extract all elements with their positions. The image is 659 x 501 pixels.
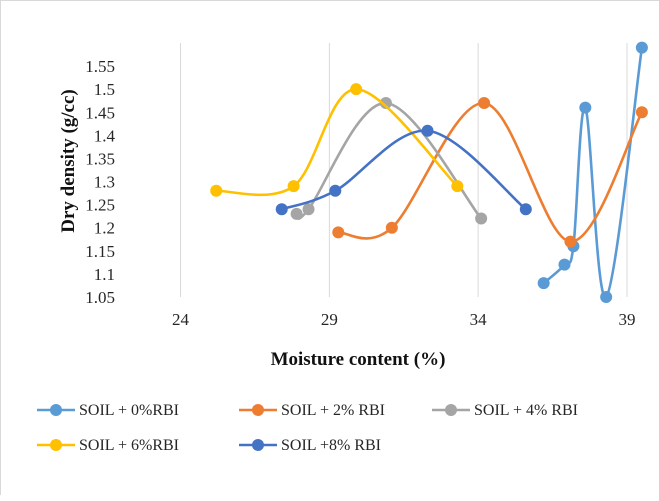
series-2 <box>290 97 488 225</box>
x-tick-label: 39 <box>619 310 636 329</box>
legend-label: SOIL +8% RBI <box>281 437 381 454</box>
y-tick-label: 1.1 <box>94 265 115 284</box>
data-point <box>475 212 488 225</box>
data-point <box>635 106 648 119</box>
data-point <box>275 203 288 216</box>
data-point <box>379 97 392 110</box>
data-point <box>329 184 342 197</box>
x-axis-title: Moisture content (%) <box>271 349 446 370</box>
legend-label: SOIL + 0%RBI <box>79 402 179 419</box>
y-tick-label: 1.45 <box>85 103 115 122</box>
legend-item: SOIL + 0%RBI <box>37 402 179 419</box>
tick-layer: 24 29 34 39 1.05 1.1 1.15 1.2 1.25 1.3 1.35 1.4 1.45… <box>85 57 635 329</box>
series-layer <box>210 41 648 303</box>
legend-marker <box>50 439 62 451</box>
series-4 <box>275 124 532 216</box>
y-axis-title: Dry density (g/cc) <box>58 89 79 233</box>
data-point <box>302 203 315 216</box>
y-tick-label: 1.15 <box>85 242 115 261</box>
legend-marker <box>445 404 457 416</box>
y-tick-label: 1.35 <box>85 149 115 168</box>
legend-item: SOIL + 4% RBI <box>432 402 578 419</box>
legend-item: SOIL + 2% RBI <box>239 402 385 419</box>
data-point <box>210 184 223 197</box>
y-tick-label: 1.3 <box>94 173 115 192</box>
y-tick-label: 1.5 <box>94 80 115 99</box>
legend-marker <box>50 404 62 416</box>
y-tick-label: 1.55 <box>85 57 115 76</box>
legend-item: SOIL + 6%RBI <box>37 437 179 454</box>
legend-marker <box>252 404 264 416</box>
legend: SOIL + 0%RBI SOIL + 2% RBI SOIL + 4% RBI SO… <box>37 402 578 454</box>
y-tick-label: 1.25 <box>85 196 115 215</box>
data-point <box>635 41 648 54</box>
y-tick-label: 1.2 <box>94 219 115 238</box>
data-point <box>350 83 363 96</box>
grid-layer <box>180 43 628 297</box>
legend-label: SOIL + 2% RBI <box>281 402 385 419</box>
series-line <box>216 87 459 197</box>
data-point <box>421 124 434 137</box>
legend-marker <box>252 439 264 451</box>
x-tick-label: 34 <box>470 310 488 329</box>
legend-label: SOIL + 4% RBI <box>474 402 578 419</box>
series-line <box>295 101 483 220</box>
data-point <box>558 258 571 271</box>
data-point <box>600 291 613 303</box>
y-tick-label: 1.4 <box>94 126 116 145</box>
data-point <box>478 97 491 110</box>
legend-label: SOIL + 6%RBI <box>79 437 179 454</box>
data-point <box>579 101 592 114</box>
series-line <box>281 129 527 211</box>
data-point <box>519 203 532 216</box>
data-point <box>385 221 398 234</box>
data-point <box>537 277 550 290</box>
data-point <box>290 207 303 220</box>
series-1 <box>332 97 648 248</box>
data-point <box>451 180 464 193</box>
data-point <box>332 226 345 239</box>
data-point <box>564 235 577 248</box>
series-3 <box>210 83 464 197</box>
x-tick-label: 24 <box>172 310 190 329</box>
series-0 <box>537 41 648 303</box>
data-point <box>287 180 300 193</box>
y-tick-label: 1.05 <box>85 288 115 307</box>
legend-item: SOIL +8% RBI <box>239 437 381 454</box>
x-tick-label: 29 <box>321 310 338 329</box>
